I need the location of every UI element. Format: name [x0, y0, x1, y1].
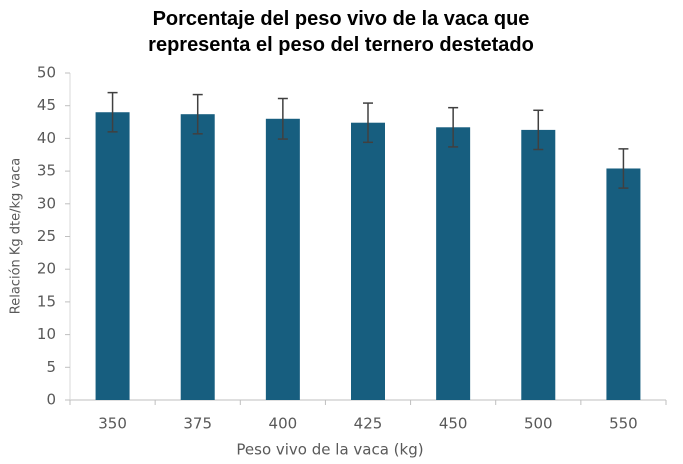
error-bar [192, 93, 203, 135]
x-tick-label: 450 [439, 415, 468, 433]
error-bar [107, 91, 118, 133]
y-tick-label: 10 [37, 325, 56, 343]
x-tick-label: 550 [609, 415, 638, 433]
error-bar [277, 97, 288, 140]
y-tick-label: 35 [37, 162, 56, 180]
bar [180, 114, 215, 401]
x-tick-label: 375 [183, 415, 212, 433]
bar [521, 129, 556, 400]
y-tick-label: 45 [37, 96, 56, 114]
error-bar [363, 102, 373, 144]
chart-title: Porcentaje del peso vivo de la vaca que … [148, 8, 534, 56]
error-bar [533, 109, 544, 151]
error-bar [618, 148, 629, 189]
error-bar [448, 106, 459, 148]
x-tick-label: 400 [269, 415, 298, 433]
y-tick-label: 50 [37, 64, 56, 82]
x-tick-label: 350 [98, 415, 127, 433]
y-tick-label: 15 [37, 292, 56, 310]
y-tick-label: 20 [37, 260, 56, 278]
y-tick-label: 40 [37, 129, 56, 147]
bar [265, 118, 300, 400]
y-tick-label: 30 [37, 194, 56, 212]
y-tick-label: 5 [46, 358, 56, 376]
x-tick-label: 425 [354, 415, 383, 433]
y-axis-title: Relación Kg dte/kg vaca [9, 158, 24, 314]
x-tick-label: 500 [524, 415, 553, 433]
y-tick-label: 0 [46, 391, 56, 409]
bar [95, 112, 130, 401]
bar [436, 127, 471, 401]
bar [606, 168, 641, 400]
x-axis-title: Peso vivo de la vaca (kg) [236, 441, 423, 459]
y-tick-label: 25 [37, 227, 56, 245]
bar [351, 122, 385, 400]
